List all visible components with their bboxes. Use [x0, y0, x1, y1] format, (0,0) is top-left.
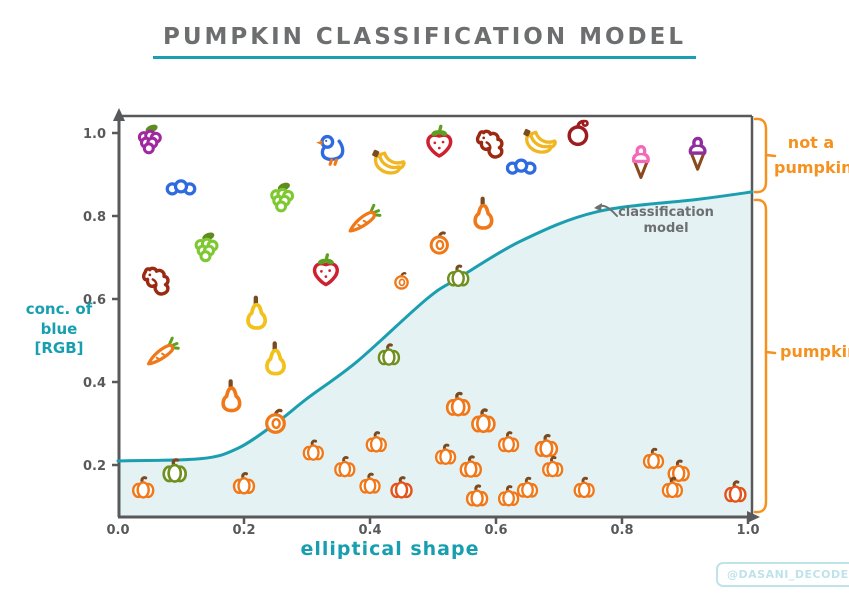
point-pumpkin-orange	[232, 472, 256, 495]
point-pumpkin-orange	[542, 456, 564, 478]
annotation-arrow-head	[594, 203, 602, 211]
point-pumpkin-red	[724, 480, 747, 503]
point-gourd-yellow	[246, 295, 267, 330]
region-label-not-a-pumpkin-line1: not a	[787, 133, 835, 152]
x-tick-label: 0.0	[106, 523, 129, 538]
y-tick-label: 0.2	[83, 459, 106, 474]
point-pumpkin-orange	[534, 433, 559, 458]
point-pumpkin-orange	[471, 408, 496, 434]
x-axis-arrow	[747, 511, 760, 523]
region-label-pumpkin: pumpkin	[780, 342, 849, 361]
point-dog	[141, 266, 170, 296]
y-tick-label: 1.0	[83, 127, 106, 142]
point-pumpkin-orange	[465, 484, 489, 507]
point-pumpkin-green	[162, 458, 188, 483]
y-axis-label-line3: [RGB]	[34, 339, 84, 357]
point-pumpkin-orange	[359, 472, 381, 495]
point-banana	[523, 128, 557, 154]
point-pumpkin-orange	[667, 459, 690, 482]
page-title-wrap: PUMPKIN CLASSIFICATION MODEL	[0, 24, 849, 59]
y-tick-label: 0.6	[83, 293, 106, 308]
annotation-line2: model	[643, 221, 689, 237]
point-dog	[475, 129, 504, 159]
page-title: PUMPKIN CLASSIFICATION MODEL	[152, 24, 697, 59]
point-pumpkin-orange	[459, 455, 482, 478]
point-duck	[316, 134, 345, 166]
annotation-line1: classification	[618, 205, 714, 220]
point-pumpkin-orange	[365, 431, 387, 453]
point-pumpkin-red	[390, 476, 413, 499]
point-pumpkin-orange	[497, 485, 520, 507]
point-icecream-purple	[688, 136, 707, 171]
point-gourd-yellow	[265, 341, 286, 376]
point-pumpkin-green	[377, 343, 401, 366]
y-axis-label: conc. of blue [RGB]	[16, 300, 102, 359]
y-tick-label: 0.4	[83, 376, 106, 391]
point-grapes-purple	[137, 124, 162, 155]
point-grapes-green	[194, 232, 219, 263]
x-axis-label: elliptical shape	[300, 538, 480, 560]
x-tick-label: 0.2	[232, 523, 255, 538]
y-tick-label: 0.8	[83, 210, 106, 225]
point-grapes-green	[270, 182, 295, 213]
point-carrot	[146, 336, 180, 366]
point-pumpkin-orange	[302, 439, 324, 461]
x-tick-label: 1.0	[736, 523, 759, 538]
point-caterpillar	[505, 158, 537, 175]
x-tick-label: 0.4	[358, 523, 381, 538]
bracket-pumpkin-tick	[764, 350, 777, 355]
point-pumpkin-orange	[497, 431, 520, 453]
point-pear-orange	[473, 196, 494, 230]
point-pumpkin-green	[447, 264, 470, 287]
point-pumpkin-orange	[334, 456, 356, 478]
point-pumpkin-orange	[434, 443, 457, 465]
point-carrot	[348, 203, 382, 233]
pumpkin-region-fill	[118, 191, 752, 517]
point-pumpkin-orange	[131, 476, 155, 499]
x-tick-label: 0.6	[484, 523, 507, 538]
point-pumpkin-orange	[445, 391, 471, 417]
point-pear-orange	[221, 379, 242, 413]
y-axis-label-line1: conc. of	[25, 300, 93, 318]
watermark-badge: @DASANI_DECODED	[716, 562, 849, 587]
point-strawberry	[426, 124, 453, 158]
point-pumpkin-orange	[516, 476, 539, 499]
y-axis-label-line2: blue	[40, 319, 78, 338]
classification-model-curve	[116, 190, 754, 463]
x-tick-label: 0.8	[610, 523, 633, 538]
point-tomato	[429, 231, 449, 255]
region-label-not-a-pumpkin-line2: pumpkin	[774, 157, 849, 177]
point-strawberry	[312, 253, 339, 287]
point-tomato	[394, 272, 409, 290]
y-axis-arrow	[113, 108, 125, 121]
point-apple	[567, 119, 589, 147]
point-icecream-pink	[632, 145, 650, 180]
point-pumpkin-orange	[642, 447, 665, 470]
point-tomato	[265, 408, 286, 434]
bracket-not-a-pumpkin-tick	[764, 153, 777, 158]
point-caterpillar	[165, 179, 197, 196]
classification-model-annotation: classification model	[606, 205, 726, 238]
bracket-not-a-pumpkin	[753, 117, 768, 194]
point-pumpkin-orange	[661, 476, 684, 499]
point-banana	[372, 149, 406, 175]
bracket-pumpkin	[753, 198, 768, 514]
region-label-not-a-pumpkin: not a pumpkin	[774, 131, 849, 181]
point-pumpkin-orange	[573, 476, 595, 499]
